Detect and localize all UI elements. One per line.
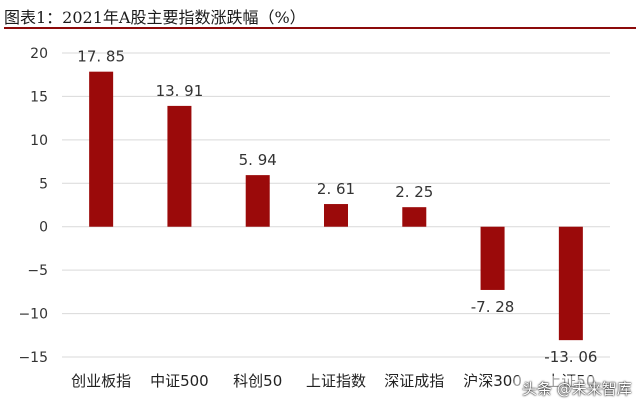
data-labels: 17. 85 13. 91 5. 94 2. 61 2. 25 -7. 28 -13. 06 [77, 48, 597, 366]
y-axis-ticks: 20 15 10 5 0 −5 −10 −15 [18, 46, 48, 366]
data-label: 5. 94 [239, 151, 277, 169]
x-category-label: 深证成指 [384, 372, 444, 390]
bar [558, 226, 583, 341]
bar [402, 207, 427, 227]
y-tick-label: −15 [18, 350, 48, 366]
x-category-label: 创业板指 [71, 372, 131, 390]
watermark: 头条 @未来智库 [514, 376, 640, 401]
data-label: 13. 91 [156, 82, 204, 100]
bar [245, 175, 270, 227]
y-tick-label: −5 [27, 263, 48, 279]
gridlines [62, 52, 610, 358]
data-label: -13. 06 [544, 348, 597, 366]
x-category-label: 科创50 [233, 372, 282, 390]
title-rule [4, 27, 636, 29]
y-tick-label: −10 [18, 307, 48, 323]
x-category-label: 沪深300 [463, 372, 522, 390]
bar [480, 226, 505, 290]
data-label: 2. 25 [395, 183, 433, 201]
bar [167, 105, 192, 227]
bar [324, 204, 348, 227]
y-tick-label: 5 [39, 176, 48, 192]
data-label: -7. 28 [471, 298, 515, 316]
figure-title: 图表1：2021年A股主要指数涨跌幅（%） [4, 8, 306, 27]
data-label: 17. 85 [77, 48, 125, 66]
bar [89, 71, 114, 227]
data-label: 2. 61 [317, 180, 355, 198]
bars [89, 71, 583, 341]
y-tick-label: 10 [30, 133, 48, 149]
y-tick-label: 15 [30, 89, 48, 105]
x-category-label: 上证指数 [306, 372, 366, 390]
y-tick-label: 20 [30, 46, 48, 62]
x-category-label: 中证500 [150, 372, 209, 390]
y-tick-label: 0 [39, 220, 48, 236]
